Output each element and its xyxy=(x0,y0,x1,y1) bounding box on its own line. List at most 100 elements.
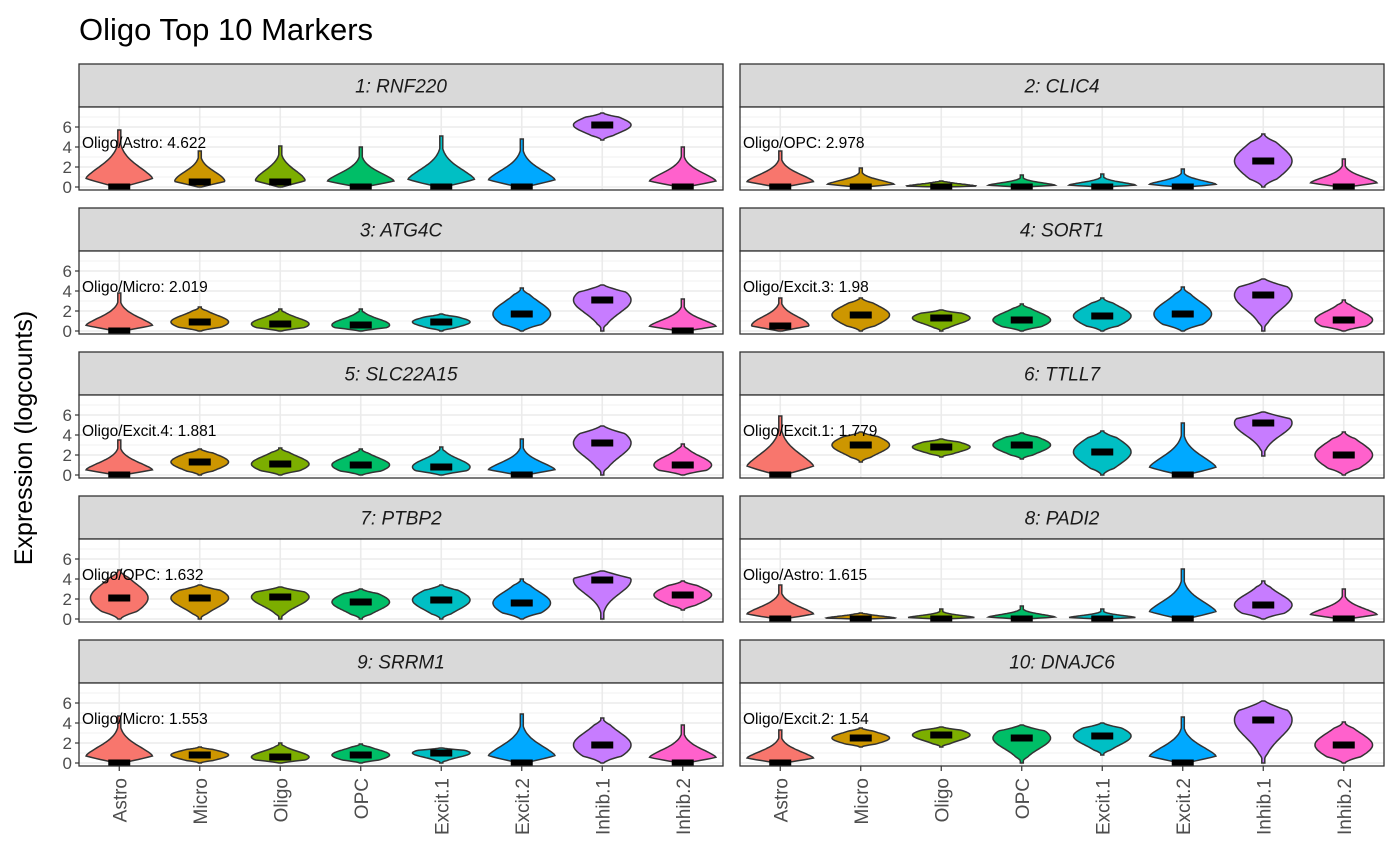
panel-border xyxy=(739,538,1385,623)
median-bar xyxy=(1010,441,1033,449)
y-tick-label: 0 xyxy=(63,466,72,485)
x-tick-label-oligo: Oligo xyxy=(932,778,953,822)
median-bar xyxy=(349,321,372,329)
facet-title: 10: DNAJC6 xyxy=(1009,653,1115,674)
violin-inhib2 xyxy=(653,443,713,476)
median-bar xyxy=(591,296,614,304)
violin-inhib1 xyxy=(572,717,632,764)
panel-border xyxy=(78,106,724,191)
median-bar xyxy=(769,615,792,623)
facet-strip xyxy=(739,63,1385,108)
violin-inhib2 xyxy=(648,298,718,332)
x-tick-label-micro: Micro xyxy=(852,778,873,824)
median-bar xyxy=(349,461,372,469)
violin-excit2 xyxy=(1148,422,1217,476)
median-bar xyxy=(188,594,211,602)
median-bar xyxy=(1252,291,1275,299)
ratio-annotation: Oligo/Excit.1: 1.779 xyxy=(743,423,877,440)
violin-astro xyxy=(85,715,154,764)
median-bar xyxy=(671,183,694,191)
facet-title: 1: RNF220 xyxy=(355,77,447,98)
panel-4: 4: SORT1 Oligo/Excit.3: 1.98 xyxy=(739,207,1385,335)
violin-opc xyxy=(992,724,1052,764)
median-bar xyxy=(269,320,292,328)
median-bar xyxy=(769,471,792,479)
violin-excit2 xyxy=(1148,716,1218,764)
violin-astro xyxy=(85,129,154,188)
median-bar xyxy=(769,322,792,330)
ratio-annotation: Oligo/OPC: 1.632 xyxy=(82,567,203,584)
y-tick-label: 0 xyxy=(63,322,72,341)
median-bar xyxy=(849,734,872,742)
violin-excit1 xyxy=(407,135,476,188)
x-tick-label-excit1: Excit.1 xyxy=(1093,778,1114,835)
median-bar xyxy=(849,441,872,449)
median-bar xyxy=(1091,312,1114,320)
median-bar xyxy=(1091,183,1114,191)
panel-border xyxy=(739,682,1385,767)
y-tick-label: 6 xyxy=(63,550,72,569)
x-axes: Astro Micro Oligo OPC Excit.1 Excit.2 Inhib.1 I… xyxy=(110,766,1356,835)
x-tick-label-opc: OPC xyxy=(1013,778,1034,819)
y-tick-label: 4 xyxy=(63,138,72,157)
violin-excit2 xyxy=(1148,568,1217,620)
violin-excit2 xyxy=(1153,286,1213,332)
violin-opc xyxy=(985,605,1058,620)
y-tick-label: 4 xyxy=(63,570,72,589)
violin-excit2 xyxy=(1147,168,1218,188)
median-bar xyxy=(930,314,953,322)
y-axis-label: Expression (logcounts) xyxy=(10,311,38,565)
median-bar xyxy=(930,731,953,739)
panel-8: 8: PADI2 Oligo/Astro: 1.615 xyxy=(739,495,1385,623)
violin-excit1 xyxy=(411,446,471,476)
panel-border xyxy=(78,682,724,767)
panel-border xyxy=(78,250,724,335)
median-bar xyxy=(108,327,131,335)
median-bar xyxy=(1171,183,1194,191)
median-bar xyxy=(1171,310,1194,318)
x-tick-label-inhib2: Inhib.2 xyxy=(1335,778,1356,835)
violin-astro xyxy=(746,415,815,476)
facet-title: 2: CLIC4 xyxy=(1024,77,1100,98)
violin-oligo xyxy=(250,742,310,764)
facet-strip xyxy=(78,351,724,396)
y-tick-label: 2 xyxy=(63,446,72,465)
median-bar xyxy=(671,759,694,767)
median-bar xyxy=(1332,316,1355,324)
violin-excit2 xyxy=(487,713,556,764)
violin-inhib1 xyxy=(572,425,632,476)
y-tick-label: 2 xyxy=(63,590,72,609)
median-bar xyxy=(188,751,211,759)
facet-strip xyxy=(78,63,724,108)
median-bar xyxy=(1252,601,1275,609)
x-tick-label-excit1: Excit.1 xyxy=(432,778,453,835)
ratio-annotation: Oligo/Astro: 1.615 xyxy=(743,567,867,584)
median-bar xyxy=(188,458,211,466)
median-bar xyxy=(1091,732,1114,740)
median-bar xyxy=(430,463,453,471)
y-tick-label: 2 xyxy=(63,734,72,753)
violin-astro xyxy=(750,297,810,332)
violin-inhib1 xyxy=(1233,278,1293,332)
median-bar xyxy=(269,178,292,186)
median-bar xyxy=(1252,716,1275,724)
violin-oligo xyxy=(907,608,975,620)
violin-inhib1 xyxy=(1233,700,1293,764)
median-bar xyxy=(1010,734,1033,742)
violin-inhib1 xyxy=(572,570,632,620)
median-bar xyxy=(1091,448,1114,456)
median-bar xyxy=(1332,183,1355,191)
median-bar xyxy=(510,310,533,318)
violin-inhib2 xyxy=(1309,588,1379,620)
y-tick-label: 6 xyxy=(63,694,72,713)
median-bar xyxy=(188,318,211,326)
median-bar xyxy=(1091,615,1114,623)
panel-border xyxy=(739,106,1385,191)
median-bar xyxy=(510,599,533,607)
facet-strip xyxy=(739,495,1385,540)
median-bar xyxy=(108,471,131,479)
violin-micro xyxy=(825,167,896,188)
median-bar xyxy=(269,753,292,761)
